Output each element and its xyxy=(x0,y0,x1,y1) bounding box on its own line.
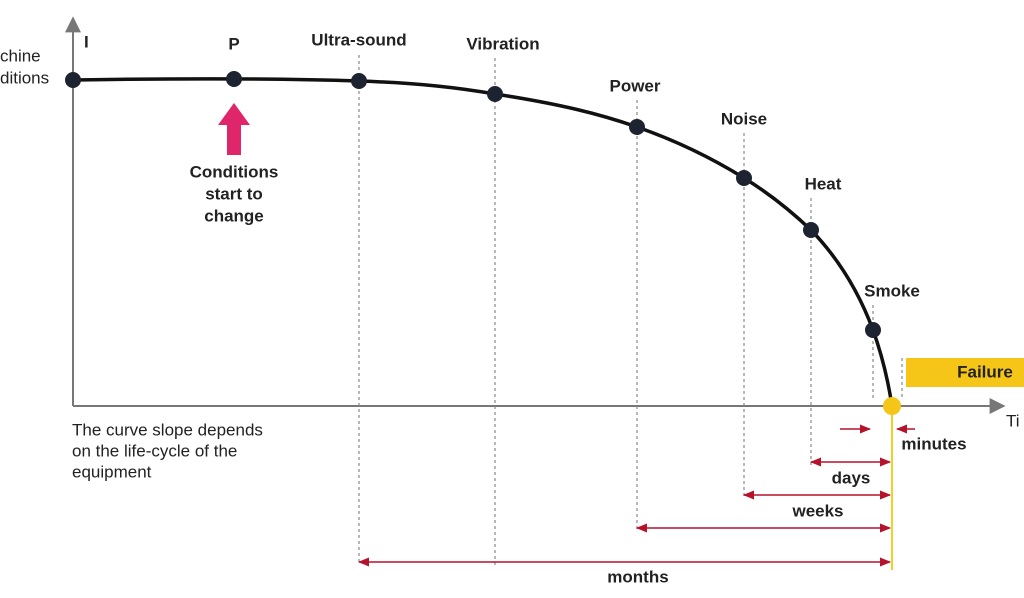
interval-label: minutes xyxy=(901,434,966,453)
node-label: Noise xyxy=(721,109,767,128)
failure-point xyxy=(883,397,901,415)
node xyxy=(65,72,81,88)
node xyxy=(351,73,367,89)
note: on the life-cycle of the xyxy=(72,441,237,460)
annotation: change xyxy=(204,206,264,225)
y-axis-label: ditions xyxy=(0,68,49,87)
node xyxy=(736,170,752,186)
interval-label: days xyxy=(832,468,871,487)
interval-label: weeks xyxy=(791,501,843,520)
note: equipment xyxy=(72,462,152,481)
node-label: Vibration xyxy=(466,34,539,53)
node-label: P xyxy=(228,34,239,53)
node-label: Heat xyxy=(805,174,842,193)
failure-label: Failure xyxy=(957,362,1013,381)
node-label: Smoke xyxy=(864,281,920,300)
x-axis-label: Ti xyxy=(1006,411,1020,430)
node xyxy=(865,322,881,338)
guides xyxy=(358,55,903,570)
failure-box xyxy=(906,358,1024,387)
note: The curve slope depends xyxy=(72,420,263,439)
annotation: start to xyxy=(205,184,263,203)
node-label: Power xyxy=(609,76,660,95)
pf-curve xyxy=(72,77,894,407)
node-label: I xyxy=(84,32,89,51)
node xyxy=(629,119,645,135)
change-arrow xyxy=(218,103,250,155)
node-label: Ultra-sound xyxy=(311,30,406,49)
interval-label: months xyxy=(607,567,668,586)
annotation: Conditions xyxy=(190,162,279,181)
node xyxy=(226,71,242,87)
node xyxy=(487,86,503,102)
y-axis-label: chine xyxy=(0,46,41,65)
node xyxy=(803,222,819,238)
